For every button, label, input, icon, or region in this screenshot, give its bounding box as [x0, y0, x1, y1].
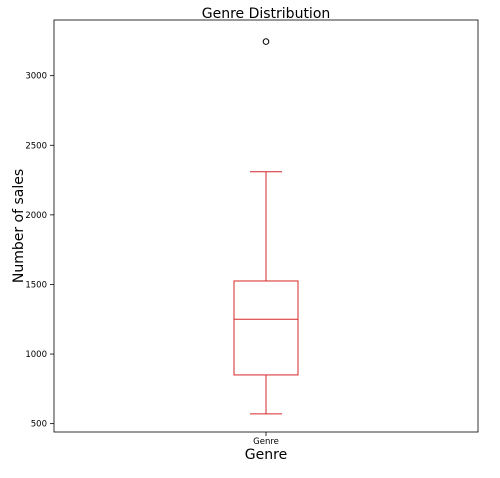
chart-title: Genre Distribution [202, 6, 331, 22]
y-tick-label: 1000 [25, 350, 47, 360]
y-tick-label: 2500 [25, 141, 47, 151]
outlier-point [262, 38, 270, 45]
box-plot [233, 38, 299, 415]
y-tick-label: 1500 [25, 280, 47, 290]
y-axis-label: Number of sales [11, 169, 27, 283]
y-tick-label: 3000 [25, 72, 47, 82]
box [233, 280, 299, 376]
x-axis-label: Genre [245, 447, 287, 463]
y-axis: 500 1000 1500 2000 2500 3000 [25, 72, 54, 430]
y-tick-label: 2000 [25, 211, 47, 221]
y-tick-label: 500 [31, 420, 47, 430]
x-tick-label: Genre [253, 437, 279, 447]
x-axis: Genre [253, 432, 279, 447]
